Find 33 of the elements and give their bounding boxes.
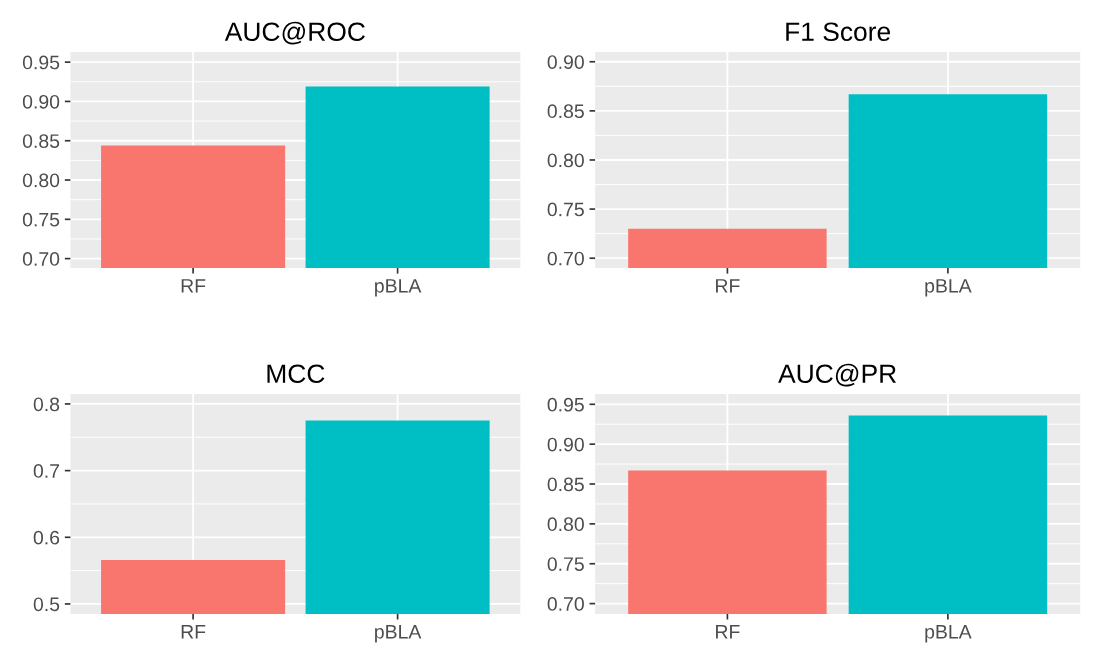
chart-title: MCC bbox=[267, 364, 325, 384]
y-tick-label: 0.95 bbox=[547, 397, 584, 412]
x-tick-label: pBLA bbox=[375, 279, 422, 297]
y-tick-label: 0.5 bbox=[33, 597, 60, 612]
x-tick-label: pBLA bbox=[375, 625, 422, 643]
y-tick-label: 0.70 bbox=[547, 597, 584, 611]
y-tick-label: 0.85 bbox=[547, 477, 584, 492]
chart-title: AUC@PR bbox=[778, 363, 897, 387]
y-tick-label: 0.6 bbox=[33, 530, 60, 545]
x-tick-label: RF bbox=[181, 625, 206, 639]
x-tick-label: pBLA bbox=[925, 279, 972, 297]
y-tick-label: 0.75 bbox=[22, 212, 60, 227]
y-tick-label: 0.90 bbox=[547, 437, 584, 452]
y-tick-label: 0.80 bbox=[547, 153, 584, 168]
y-tick-label: 0.90 bbox=[547, 55, 584, 69]
y-tick-label: 0.90 bbox=[22, 94, 60, 109]
y-tick-label: 0.70 bbox=[22, 252, 60, 266]
y-tick-label: 0.80 bbox=[547, 517, 584, 532]
y-tick-label: 0.95 bbox=[22, 55, 60, 70]
y-tick-label: 0.75 bbox=[547, 202, 584, 217]
y-tick-label: 0.75 bbox=[547, 557, 584, 571]
y-tick-label: 0.80 bbox=[22, 173, 60, 188]
chart-title: AUC@ROC bbox=[224, 21, 365, 45]
x-tick-label: RF bbox=[181, 279, 206, 293]
x-tick-label: RF bbox=[716, 279, 740, 293]
x-tick-label: RF bbox=[716, 625, 740, 639]
chart-title: F1 Score bbox=[786, 22, 891, 42]
y-tick-label: 0.70 bbox=[547, 251, 584, 266]
x-tick-label: pBLA bbox=[925, 625, 972, 643]
y-tick-label: 0.7 bbox=[33, 464, 60, 478]
y-tick-label: 0.8 bbox=[33, 397, 60, 412]
y-tick-label: 0.85 bbox=[547, 104, 584, 119]
y-tick-label: 0.85 bbox=[22, 134, 60, 148]
